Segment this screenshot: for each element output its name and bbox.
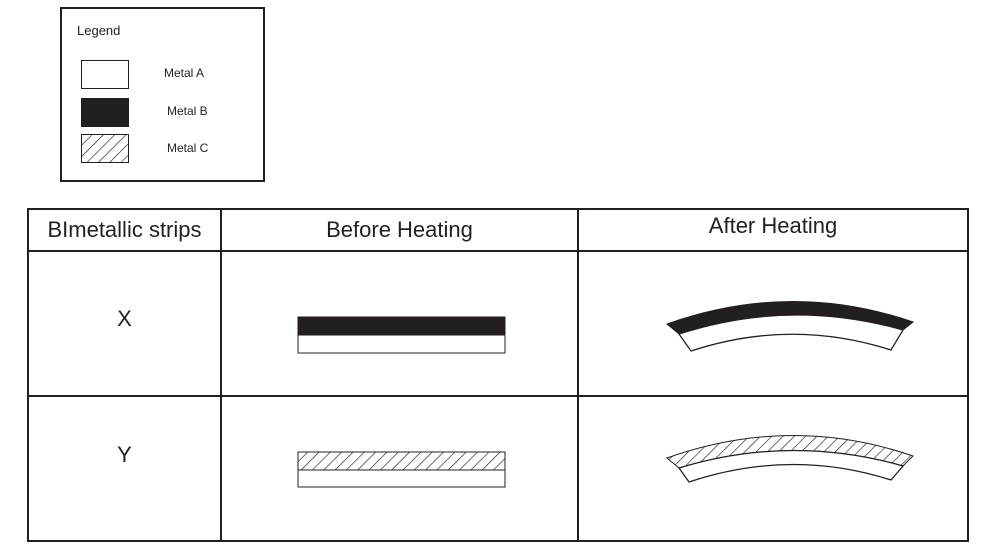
row-label-x: X — [117, 306, 132, 331]
metal-c-swatch — [81, 134, 129, 163]
bimetallic-strips-table: BImetallic strips Before Heating After H… — [27, 208, 969, 542]
legend-box: Legend Metal A Metal B Metal C — [60, 7, 265, 182]
strip-x-before — [297, 316, 506, 354]
row-label-y: Y — [117, 442, 132, 467]
column-divider — [577, 210, 579, 540]
metal-c-label: Metal C — [167, 141, 209, 155]
strip-y-before — [297, 451, 506, 488]
row-divider — [29, 395, 967, 397]
metal-b-swatch — [81, 98, 129, 127]
header-after-heating: After Heating — [708, 213, 838, 238]
column-divider — [220, 210, 222, 540]
metal-b-label: Metal B — [167, 104, 208, 118]
metal-a-label: Metal A — [164, 66, 205, 80]
header-before-heating: Before Heating — [326, 217, 473, 242]
strip-x-after — [666, 301, 915, 352]
legend-title: Legend — [77, 23, 121, 38]
header-strips: BImetallic strips — [47, 217, 202, 242]
header-divider — [29, 250, 967, 252]
strip-y-after — [666, 435, 914, 483]
metal-a-swatch — [81, 60, 129, 89]
